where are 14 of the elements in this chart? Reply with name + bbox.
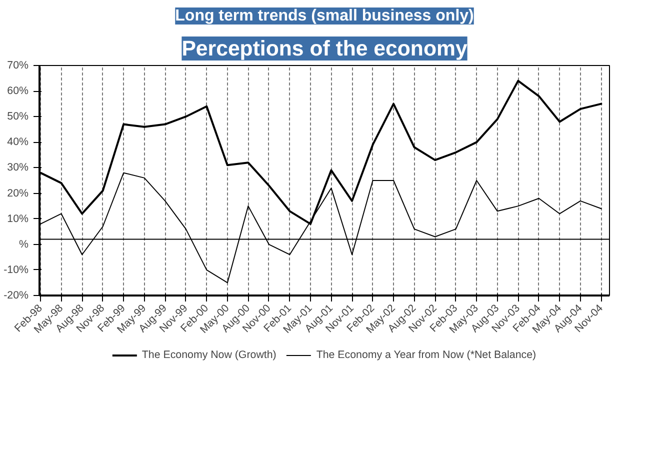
legend-label: The Economy Now (Growth) (142, 349, 276, 361)
legend-label: The Economy a Year from Now (*Net Balance) (316, 349, 536, 361)
y-tick-label: % (19, 238, 30, 250)
y-tick-label: -10% (4, 264, 30, 276)
chart-subtitle: Long term trends (small business only) (175, 8, 474, 24)
y-tick-label: 60% (7, 85, 30, 98)
y-tick-label: 40% (7, 136, 30, 148)
y-tick-label: -20% (4, 290, 30, 302)
y-tick-label: 20% (7, 187, 30, 200)
y-tick-label: 10% (7, 212, 30, 225)
y-tick-label: 70% (7, 60, 30, 72)
y-tick-label: 50% (7, 110, 30, 123)
chart-title: Perceptions of the economy (182, 36, 468, 60)
y-tick-label: 30% (7, 162, 30, 174)
